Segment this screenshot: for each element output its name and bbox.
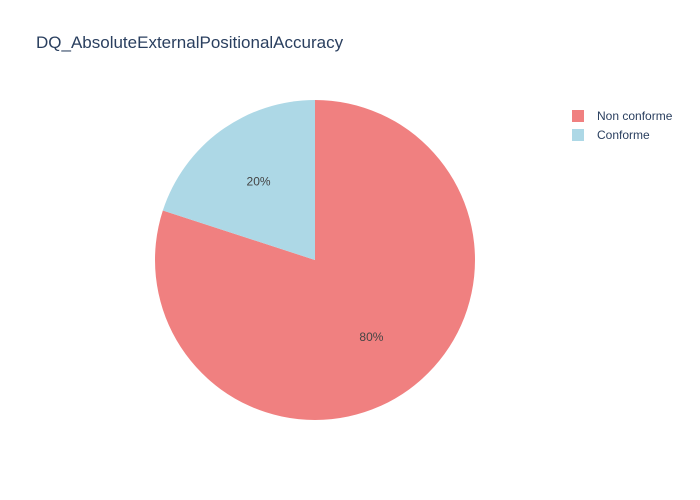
legend-item-conforme[interactable]: Conforme [572, 125, 672, 144]
legend-label-non-conforme: Non conforme [597, 108, 673, 123]
chart-title: DQ_AbsoluteExternalPositionalAccuracy [36, 33, 344, 52]
legend-swatch-non-conforme [572, 109, 584, 122]
legend: Non conforme Conforme [572, 106, 672, 144]
legend-item-non-conforme[interactable]: Non conforme [572, 106, 672, 125]
slice-label-conforme: 20% [247, 175, 271, 189]
pie-slice-conforme[interactable] [162, 100, 315, 260]
legend-label-conforme: Conforme [597, 127, 650, 142]
legend-swatch-conforme [572, 128, 584, 141]
slice-label-non-conforme: 80% [359, 330, 383, 344]
